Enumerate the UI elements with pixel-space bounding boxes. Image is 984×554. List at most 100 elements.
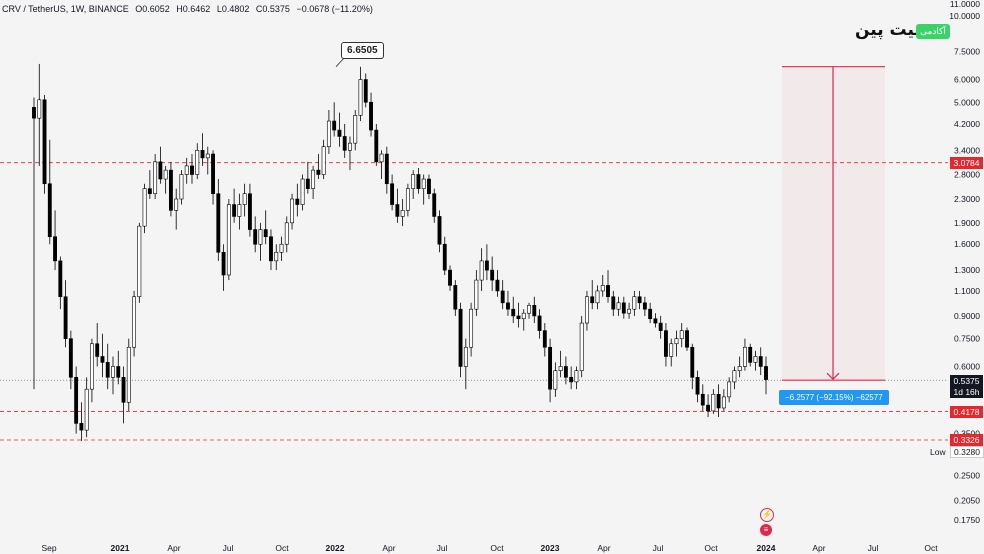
candle-body: [105, 362, 110, 378]
candle-body: [348, 142, 352, 151]
candle-body: [353, 115, 358, 144]
candle-body: [537, 315, 542, 331]
candle-body: [648, 308, 653, 320]
y-tick-label: 10.0000: [949, 11, 980, 21]
candle-body: [585, 296, 589, 324]
x-tick-label: Oct: [490, 543, 504, 553]
candle-body: [321, 146, 326, 175]
candle-body: [295, 198, 300, 205]
candle-body: [305, 178, 310, 189]
candle-body: [111, 366, 115, 378]
candle-body: [237, 204, 242, 217]
candle-body: [716, 393, 721, 409]
candle-body: [695, 377, 700, 395]
candle-body: [474, 279, 479, 310]
candle-body: [432, 193, 437, 217]
low-tag: Low: [930, 447, 946, 457]
symbol-name[interactable]: CRV / TetherUS, 1W, BINANCE: [2, 4, 129, 14]
candle-body: [416, 174, 421, 189]
candle-body: [332, 120, 337, 131]
x-tick-label: Oct: [275, 543, 289, 553]
candle-body: [95, 343, 100, 357]
y-tick-label: 2.8000: [954, 170, 980, 180]
symbol-header: CRV / TetherUS, 1W, BINANCE O0.6052 H0.6…: [2, 4, 377, 14]
watermark-logo: بیت پین: [855, 20, 921, 40]
candle-body: [611, 296, 616, 310]
candle-body: [147, 188, 152, 195]
candle-body: [679, 330, 684, 339]
measure-label[interactable]: −6.2577 (−92.15%) −62577: [779, 390, 889, 405]
candle-body: [274, 251, 279, 262]
y-tick-label: 0.1750: [954, 515, 980, 525]
ohlc-close: C0.5375: [255, 4, 290, 14]
candle-body: [458, 308, 463, 367]
candle-body: [68, 338, 73, 378]
candle-body: [511, 308, 516, 317]
candle-body: [300, 178, 305, 205]
horizontal-levels: [0, 162, 948, 441]
y-tick-label: 0.2500: [954, 471, 980, 481]
candle-body: [211, 153, 215, 195]
candle-body: [200, 150, 205, 159]
countdown-label: 1d 16h: [950, 386, 983, 398]
y-tick-label: 1.1000: [954, 286, 980, 296]
ath-callout[interactable]: 6.6505: [341, 42, 384, 59]
y-tick-label: 0.6000: [954, 361, 980, 371]
measure-tool[interactable]: [335, 56, 885, 381]
y-tick-label: 1.9000: [954, 218, 980, 228]
candle-body: [58, 260, 63, 298]
candle-body: [600, 285, 605, 292]
candle-body: [421, 178, 426, 189]
y-tick-label: 6.0000: [954, 75, 980, 85]
candles: [32, 63, 768, 441]
x-tick-label: 2024: [757, 543, 776, 553]
candle-body: [37, 99, 42, 119]
candle-body: [627, 308, 632, 314]
low-value: 0.3280: [950, 446, 984, 458]
x-tick-label: Jul: [653, 543, 664, 553]
candle-body: [506, 302, 510, 310]
candle-body: [753, 356, 758, 363]
candle-body: [369, 101, 373, 131]
candle-body: [153, 161, 158, 195]
x-tick-label: 2023: [541, 543, 560, 553]
candle-body: [168, 169, 173, 211]
y-tick-label: 4.2000: [954, 119, 980, 129]
candle-body: [47, 183, 52, 237]
candle-body: [516, 315, 521, 320]
candle-body: [579, 322, 584, 371]
y-tick-label: 0.3500: [954, 429, 980, 439]
x-tick-label: 2022: [326, 543, 345, 553]
candle-body: [653, 318, 658, 324]
ohlc-low: L0.4802: [216, 4, 250, 14]
y-tick-label: 3.4000: [954, 145, 980, 155]
x-tick-label: 2021: [111, 543, 130, 553]
candle-body: [727, 381, 732, 398]
candle-body: [637, 296, 642, 304]
y-tick-label: 11.0000: [950, 0, 980, 9]
candle-body: [453, 285, 458, 310]
candle-body: [427, 178, 431, 195]
x-tick-label: Jul: [223, 543, 234, 553]
candle-body: [595, 290, 600, 304]
x-tick-label: Apr: [167, 543, 180, 553]
level-mid-label: 0.4178: [950, 406, 983, 418]
candle-body: [269, 236, 273, 262]
y-tick-label: 1.3000: [954, 265, 980, 275]
price-axis[interactable]: [948, 0, 984, 554]
level-low-label: 0.3326: [950, 434, 983, 446]
us-flag-icon[interactable]: ≡: [760, 524, 772, 536]
y-tick-label: 7.5000: [954, 47, 980, 57]
candle-body: [258, 229, 263, 245]
candle-body: [563, 366, 568, 378]
x-tick-label: Apr: [597, 543, 610, 553]
candle-body: [263, 229, 268, 237]
candle-body: [669, 343, 674, 357]
candle-body: [500, 290, 505, 304]
lightning-icon[interactable]: ⚡: [760, 508, 774, 522]
candle-body: [195, 150, 200, 175]
y-tick-label: 0.2050: [954, 495, 980, 505]
y-tick-label: 1.6000: [954, 239, 980, 249]
candle-body: [400, 210, 405, 217]
